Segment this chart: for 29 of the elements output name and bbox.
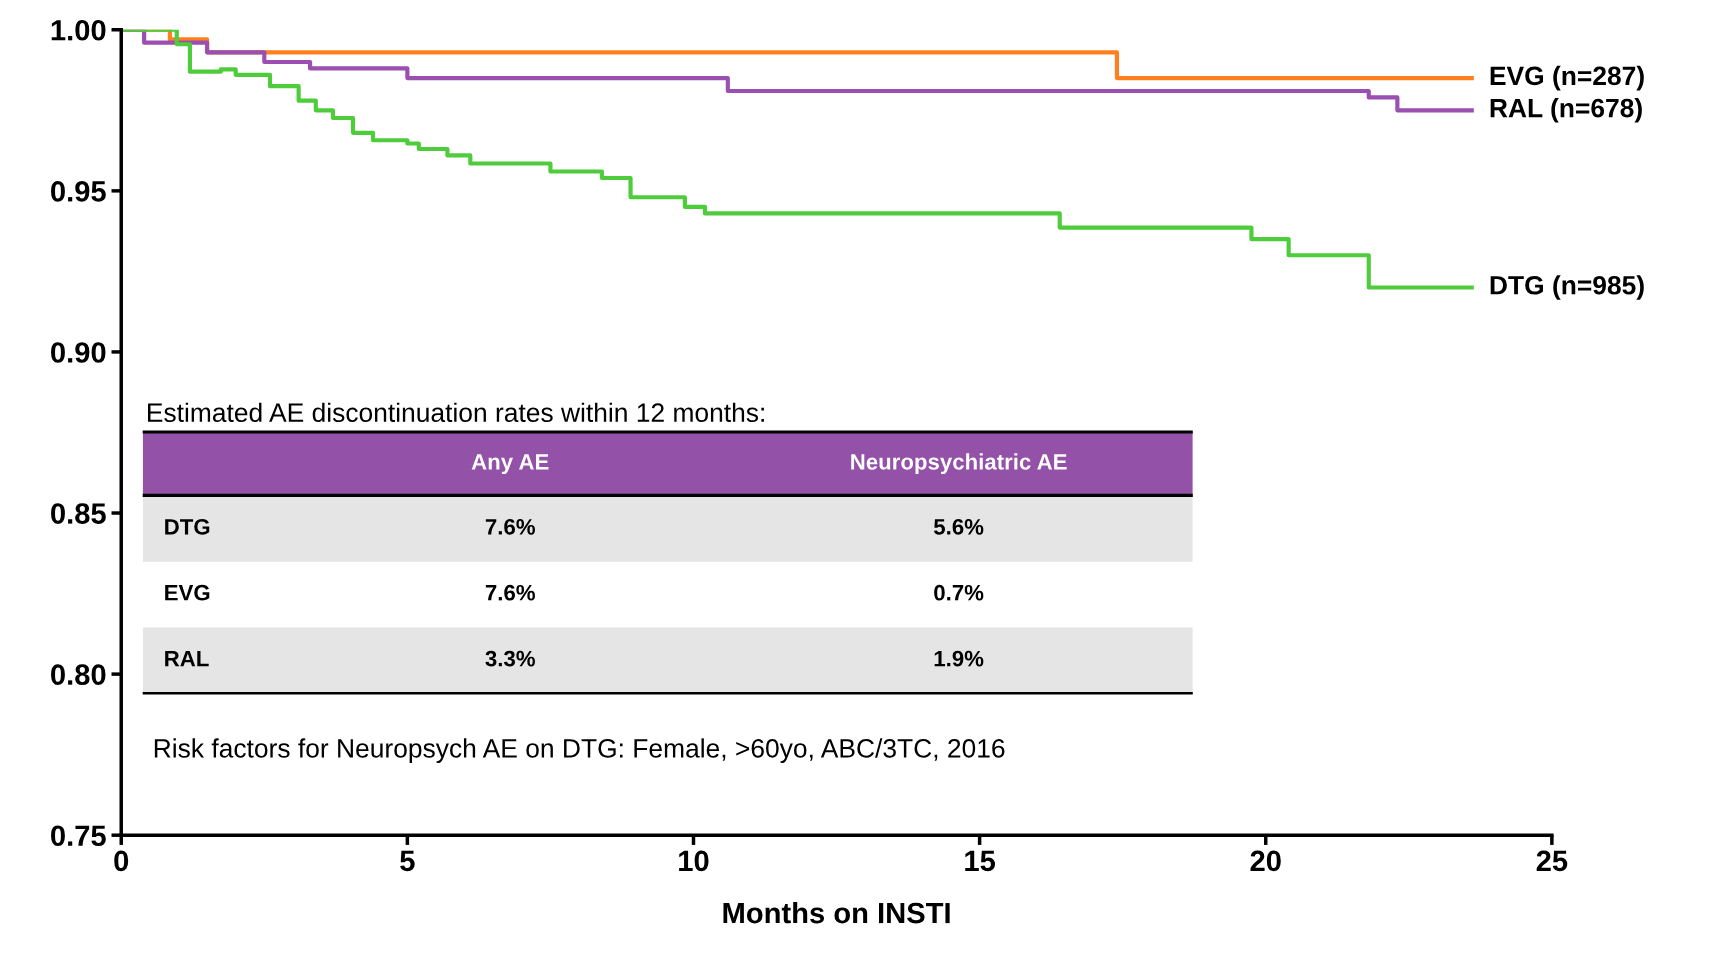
y-tick-label: 0.95 xyxy=(51,181,106,202)
data-label: 1.9% xyxy=(934,650,984,667)
y-tick-label: 0.80 xyxy=(51,664,106,685)
category-label: EVG xyxy=(165,584,210,601)
data-label: 7.6% xyxy=(485,518,535,535)
y-tick-label: 0.90 xyxy=(51,342,106,363)
data-label: 3.3% xyxy=(485,650,535,667)
series-label: EVG (n=287) xyxy=(1490,65,1644,91)
y-tick-label: 0.75 xyxy=(51,825,106,847)
x-tick-label: 0 xyxy=(114,850,129,872)
data-label: 7.6% xyxy=(485,584,535,601)
y-tick-label: 1.00 xyxy=(51,19,106,41)
series-label: RAL (n=678) xyxy=(1490,98,1642,123)
x-tick-label: 25 xyxy=(1536,850,1568,872)
x-tick-label: 20 xyxy=(1250,850,1281,872)
data-label: 0.7% xyxy=(934,584,984,601)
y-tick-label: 0.85 xyxy=(51,503,106,524)
x-axis-title: Months on INSTI xyxy=(723,901,950,924)
x-tick-label: 10 xyxy=(679,850,709,872)
category-label: RAL xyxy=(165,650,209,667)
series-label: Any AE xyxy=(471,454,549,475)
annotation: Risk factors for Neuropsych AE on DTG: Female, >60yo, ABC/3TC, 2016 xyxy=(154,738,1005,763)
x-tick-label: 5 xyxy=(400,850,415,872)
text: Neuropsychiatric AE xyxy=(851,453,1067,475)
series-label: DTG (n=985) xyxy=(1490,275,1644,300)
text: Estimated AE discontinuation rates within 12 months: xyxy=(148,402,764,423)
category-label: DTG xyxy=(165,518,210,535)
x-tick-label: 15 xyxy=(965,850,996,872)
data-label: 5.6% xyxy=(933,518,984,535)
